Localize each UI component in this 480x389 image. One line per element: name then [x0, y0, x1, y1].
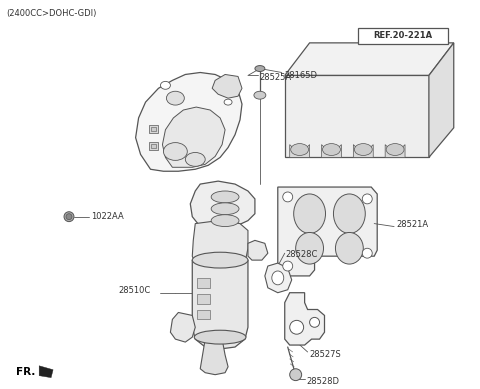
- Ellipse shape: [211, 191, 239, 203]
- Text: 28525A: 28525A: [260, 74, 292, 82]
- Ellipse shape: [167, 91, 184, 105]
- Polygon shape: [285, 75, 429, 158]
- Text: (2400CC>DOHC-GDI): (2400CC>DOHC-GDI): [6, 9, 97, 18]
- Polygon shape: [136, 72, 242, 171]
- Polygon shape: [197, 278, 210, 288]
- Ellipse shape: [160, 81, 170, 89]
- Text: FR.: FR.: [16, 367, 36, 377]
- Ellipse shape: [224, 99, 232, 105]
- Polygon shape: [148, 125, 158, 133]
- Ellipse shape: [283, 261, 293, 271]
- Polygon shape: [385, 145, 405, 158]
- Text: 28521A: 28521A: [396, 220, 428, 229]
- Polygon shape: [265, 263, 292, 293]
- Polygon shape: [192, 221, 248, 276]
- Polygon shape: [322, 145, 341, 158]
- Text: 28528D: 28528D: [307, 377, 340, 385]
- Ellipse shape: [64, 212, 74, 222]
- Polygon shape: [248, 240, 268, 260]
- Polygon shape: [170, 312, 195, 342]
- Ellipse shape: [294, 194, 325, 233]
- Polygon shape: [212, 74, 242, 98]
- Polygon shape: [39, 366, 53, 378]
- Ellipse shape: [164, 143, 187, 160]
- Ellipse shape: [310, 317, 320, 327]
- Ellipse shape: [362, 248, 372, 258]
- Ellipse shape: [283, 192, 293, 202]
- Polygon shape: [429, 43, 454, 158]
- Ellipse shape: [272, 271, 284, 285]
- Ellipse shape: [386, 144, 404, 156]
- Ellipse shape: [290, 321, 304, 334]
- Polygon shape: [200, 339, 228, 375]
- Ellipse shape: [192, 252, 248, 268]
- Polygon shape: [148, 142, 158, 149]
- Polygon shape: [353, 145, 373, 158]
- Text: 1022AA: 1022AA: [91, 212, 124, 221]
- Text: 28528C: 28528C: [286, 250, 318, 259]
- Polygon shape: [285, 293, 324, 345]
- Text: 28510C: 28510C: [119, 286, 151, 295]
- Ellipse shape: [194, 330, 246, 344]
- Ellipse shape: [323, 144, 340, 156]
- Polygon shape: [151, 144, 156, 147]
- Polygon shape: [162, 107, 225, 167]
- Ellipse shape: [290, 369, 301, 380]
- Ellipse shape: [362, 194, 372, 204]
- Ellipse shape: [291, 144, 309, 156]
- Text: REF.20-221A: REF.20-221A: [373, 32, 432, 40]
- Text: 28165D: 28165D: [285, 70, 318, 79]
- Polygon shape: [197, 294, 210, 303]
- Ellipse shape: [211, 203, 239, 215]
- Polygon shape: [190, 181, 255, 228]
- Polygon shape: [197, 310, 210, 319]
- Polygon shape: [285, 43, 454, 75]
- Ellipse shape: [185, 152, 205, 166]
- Ellipse shape: [354, 144, 372, 156]
- Ellipse shape: [211, 215, 239, 226]
- Ellipse shape: [255, 66, 265, 72]
- Ellipse shape: [254, 91, 266, 99]
- Polygon shape: [278, 187, 377, 276]
- Ellipse shape: [336, 233, 363, 264]
- Polygon shape: [192, 260, 248, 349]
- Ellipse shape: [66, 214, 72, 220]
- Polygon shape: [151, 127, 156, 131]
- Text: 28527S: 28527S: [310, 350, 341, 359]
- Ellipse shape: [296, 233, 324, 264]
- FancyBboxPatch shape: [358, 28, 448, 44]
- Ellipse shape: [334, 194, 365, 233]
- Polygon shape: [290, 145, 310, 158]
